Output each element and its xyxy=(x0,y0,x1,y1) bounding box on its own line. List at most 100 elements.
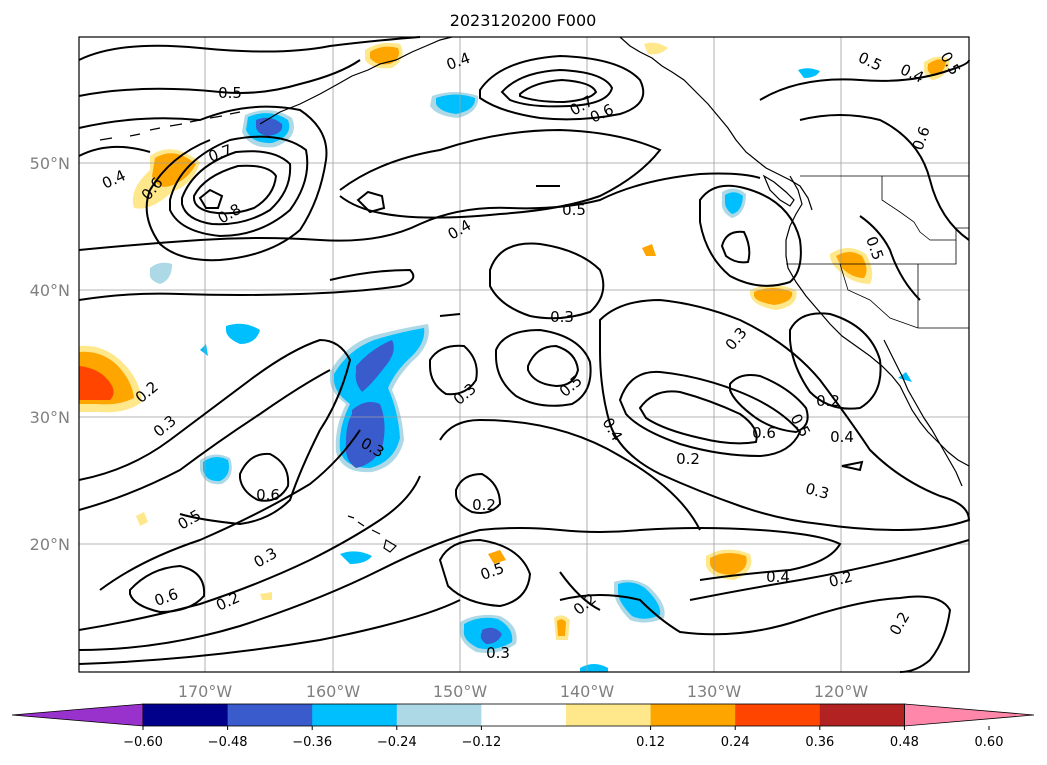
contour-line xyxy=(429,344,478,396)
colorbar-segment xyxy=(312,704,398,726)
colorbar-segment xyxy=(227,704,313,726)
anomaly-patch-neg xyxy=(200,344,208,356)
contour-line xyxy=(559,594,952,673)
contour-line xyxy=(799,114,970,241)
contour-line xyxy=(489,242,605,320)
colorbar-segment xyxy=(481,704,567,726)
alaska-panhandle-coast xyxy=(619,36,813,211)
contour-label: 0.4 xyxy=(830,428,854,446)
colorbar-tick-label: 0.12 xyxy=(636,735,665,750)
colorbar-segment xyxy=(819,704,905,726)
anomaly-patch-neg xyxy=(480,627,502,644)
contour-line xyxy=(527,344,580,388)
contour-line xyxy=(129,564,206,614)
contour-line xyxy=(78,172,761,251)
contour-line xyxy=(339,128,662,219)
contour-line xyxy=(519,78,598,104)
map-frame xyxy=(78,36,970,673)
anomaly-patch-neg xyxy=(340,551,372,564)
coastlines xyxy=(99,36,970,553)
contour-line xyxy=(99,429,361,591)
contour-line xyxy=(78,475,421,631)
colorbar-tick-label: 0.24 xyxy=(721,735,750,750)
contour-line xyxy=(78,527,842,651)
lat-label: 20°N xyxy=(30,535,70,554)
longitude-labels: 170°W 160°W 150°W 140°W 130°W 120°W xyxy=(178,682,869,701)
map-background xyxy=(79,37,969,672)
contour-label: 0.5 xyxy=(562,201,586,219)
contour-line xyxy=(618,370,802,458)
aleutian-islands xyxy=(99,111,241,141)
colorbar-segment xyxy=(735,704,821,726)
contour-label: 0.5 xyxy=(218,84,242,102)
anomaly-patch-pos xyxy=(754,288,793,305)
contour-line xyxy=(78,145,151,157)
contour-line xyxy=(689,539,970,601)
colorbar-tick-label: −0.12 xyxy=(461,735,501,750)
contour-labels: 0.5 0.4 0.7 0.6 0.5 0.4 0.5 0.4 0.6 0.7 … xyxy=(99,48,964,662)
contour-label: 0.3 xyxy=(803,479,831,503)
north-america-west-coast xyxy=(785,175,970,467)
colorbar-tick-label: 0.48 xyxy=(890,735,919,750)
contour-line xyxy=(78,369,331,511)
anomaly-patch-pos xyxy=(836,252,867,278)
contour-line xyxy=(789,312,882,410)
contour-line xyxy=(699,184,802,287)
anomaly-patch-pos xyxy=(370,46,399,65)
gridlines xyxy=(79,37,969,672)
contour-line xyxy=(720,230,751,264)
colorbar-labels: −0.60 −0.48 −0.36 −0.24 −0.12 0.12 0.24 0.36 0.4… xyxy=(123,735,1003,750)
contour-line xyxy=(181,150,292,226)
contour-label: 0.4 xyxy=(766,568,790,586)
anomaly-patch-pos xyxy=(152,153,196,187)
anomaly-patch-pos xyxy=(557,619,566,636)
colorbar-tick-label: −0.48 xyxy=(208,735,248,750)
baja-california-coast xyxy=(883,339,963,487)
colorbar-frame xyxy=(142,703,905,727)
contour-label: 0.3 xyxy=(550,308,574,326)
political-borders xyxy=(786,175,969,329)
contour-line xyxy=(356,190,386,214)
contour-label: 0.2 xyxy=(676,450,700,468)
contour-label: 0.6 xyxy=(256,486,280,504)
colorbar-segment xyxy=(396,704,482,726)
anomaly-patch-neg xyxy=(436,94,476,114)
contour-label: 0.2 xyxy=(472,496,496,514)
anomaly-patch-pos xyxy=(642,244,656,256)
contour-line xyxy=(500,68,614,108)
map-title: 2023120200 F000 xyxy=(450,11,597,30)
colorbar-tick-label: −0.24 xyxy=(377,735,417,750)
anomaly-patch-pos xyxy=(644,42,668,55)
anomaly-patch-neg xyxy=(226,323,260,344)
anomaly-patch-pos xyxy=(79,366,114,400)
hawaiian-islands xyxy=(347,515,397,553)
contour-label: 0.2 xyxy=(827,567,855,591)
contour-label: 0.6 xyxy=(752,424,776,442)
anomaly-patch-neg xyxy=(724,192,743,214)
contour-line xyxy=(439,185,864,472)
colorbar-segments xyxy=(11,703,1035,727)
contour-label: 0.2 xyxy=(816,392,840,410)
lat-label: 40°N xyxy=(30,281,70,300)
contour-lines xyxy=(78,36,971,673)
anomaly-patch-neg xyxy=(345,402,385,468)
contour-line xyxy=(239,452,290,502)
anomaly-patch-pos xyxy=(136,512,148,526)
colorbar: −0.60 −0.48 −0.36 −0.24 −0.12 0.12 0.24 0.36 0.4… xyxy=(11,703,1035,750)
contour-line xyxy=(729,374,809,434)
anomaly-patch-pos xyxy=(260,592,272,600)
contour-line xyxy=(78,105,328,262)
anomaly-patch-neg xyxy=(355,340,394,392)
lon-label: 150°W xyxy=(433,682,488,701)
colorbar-segment xyxy=(650,704,736,726)
contour-line xyxy=(169,135,309,238)
contour-line xyxy=(559,571,601,611)
anomaly-patch-neg xyxy=(149,262,172,284)
contour-line xyxy=(455,472,502,514)
colorbar-tick-label: 0.60 xyxy=(975,735,1004,750)
anomaly-patch-neg xyxy=(898,372,912,382)
contour-line xyxy=(78,599,461,665)
contour-line xyxy=(78,338,352,526)
anomaly-patch-pos xyxy=(488,550,506,564)
